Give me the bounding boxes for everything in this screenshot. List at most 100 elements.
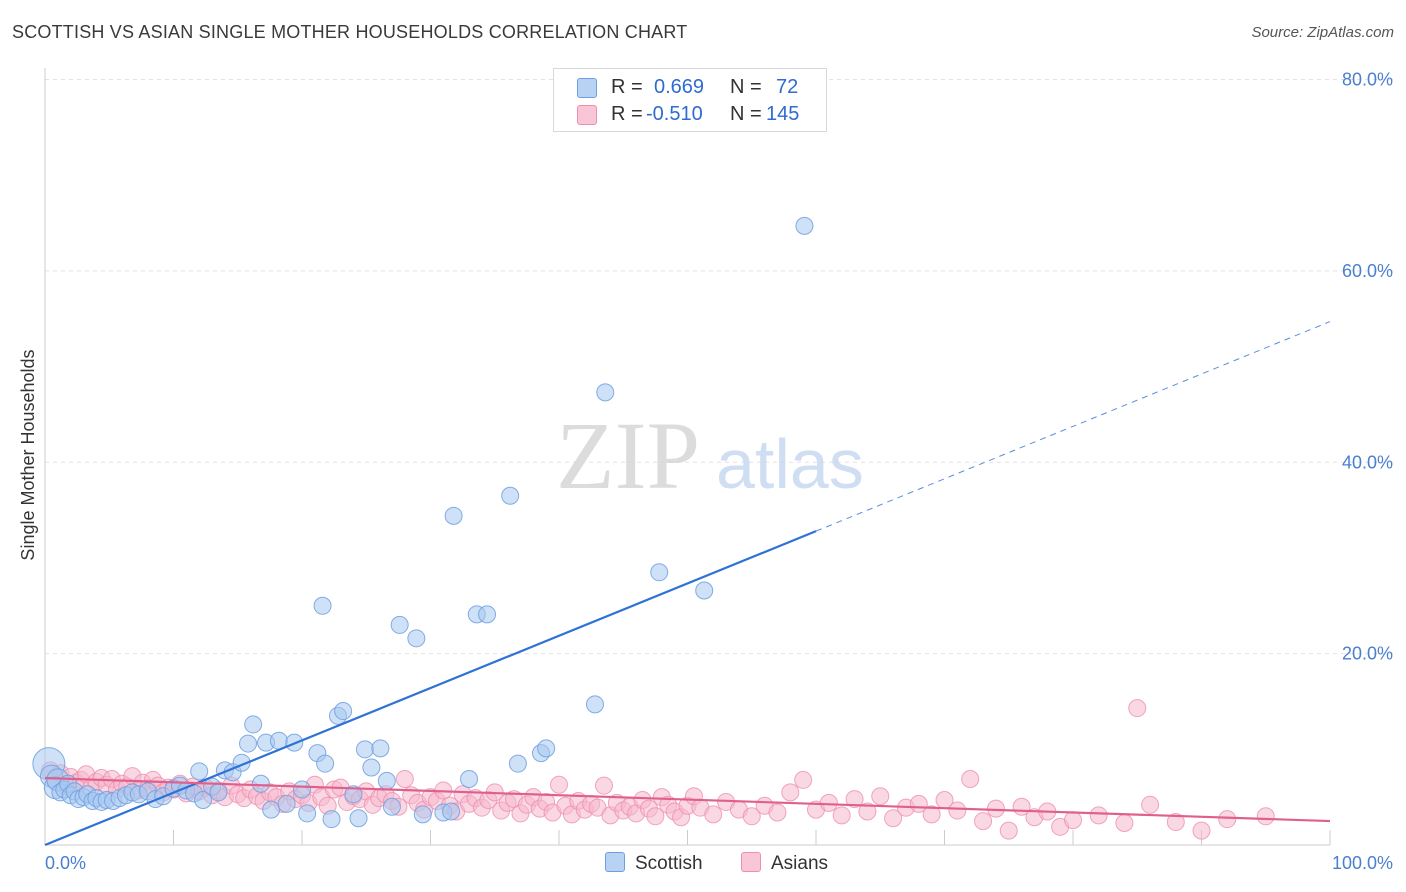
- scottish-point: [537, 739, 556, 758]
- asians-point: [871, 787, 890, 806]
- scottish-point: [371, 739, 390, 758]
- asians-point: [819, 793, 838, 812]
- y-tick-label: 40.0%: [1342, 452, 1393, 472]
- asians-point: [550, 775, 568, 794]
- scottish-point: [322, 810, 341, 829]
- asians-swatch: [741, 852, 761, 872]
- scottish-point: [695, 581, 714, 600]
- scottish-point: [501, 486, 520, 505]
- asians-point: [1064, 811, 1082, 830]
- legend-r-label: R =: [611, 103, 643, 125]
- scottish-point: [239, 734, 258, 753]
- trend-lines: [44, 321, 1331, 847]
- scottish-point: [298, 804, 317, 823]
- scottish-swatch: [605, 852, 625, 872]
- legend-n-value: 145: [766, 103, 800, 125]
- asians-point: [781, 783, 800, 802]
- asians-point: [1089, 806, 1108, 825]
- scottish-point: [795, 216, 814, 235]
- scottish-point: [355, 740, 374, 759]
- scottish-point: [251, 774, 270, 793]
- asians-point: [845, 790, 864, 809]
- legend-item-asians: Asians: [741, 852, 828, 875]
- asians-point: [948, 801, 967, 820]
- scottish-point: [407, 629, 426, 648]
- asians-point: [999, 821, 1018, 840]
- grid-lines: [45, 79, 1393, 655]
- asians-point: [742, 807, 761, 826]
- scottish-point: [460, 769, 479, 788]
- scottish-point: [316, 754, 335, 773]
- scottish-point: [277, 794, 296, 813]
- asians-swatch: [577, 105, 597, 125]
- scottish-point: [293, 780, 311, 799]
- legend-r-value: -0.510: [646, 103, 703, 125]
- asians-point: [832, 806, 851, 825]
- asians-point: [858, 802, 877, 821]
- asians-point: [1128, 699, 1147, 718]
- y-tick-label: 20.0%: [1342, 644, 1393, 664]
- chart-title: SCOTTISH VS ASIAN SINGLE MOTHER HOUSEHOL…: [12, 22, 688, 42]
- asians-point: [1256, 807, 1275, 826]
- scottish-point: [262, 800, 281, 819]
- asians-point: [974, 812, 993, 831]
- asians-point: [1115, 813, 1134, 832]
- asians-trend-line: [44, 776, 1331, 823]
- legend-item-scottish: Scottish: [605, 852, 703, 875]
- scottish-point: [382, 797, 401, 816]
- scottish-trend-line: [44, 530, 817, 847]
- y-tick-label: 60.0%: [1342, 261, 1393, 281]
- scottish-swatch: [577, 78, 597, 98]
- legend-n-label: N =: [730, 103, 762, 125]
- scottish-point: [190, 762, 209, 781]
- asians-point: [646, 807, 665, 826]
- x-tick-label: 0.0%: [45, 853, 86, 873]
- asians-point: [1218, 810, 1237, 829]
- source-label: Source: ZipAtlas.com: [1251, 24, 1394, 41]
- scottish-point: [209, 783, 228, 802]
- legend-r-value: 0.669: [654, 76, 705, 98]
- asians-point: [395, 769, 414, 788]
- scottish-point: [362, 758, 381, 777]
- asians-point: [704, 805, 723, 824]
- watermark-atlas: atlas: [716, 425, 864, 503]
- x-tick-label: 100.0%: [1332, 853, 1393, 873]
- scottish-point: [377, 771, 396, 790]
- watermark: ZIP atlas: [556, 402, 864, 509]
- legend-label-asians: Asians: [771, 853, 829, 874]
- scottish-point: [444, 506, 463, 525]
- asians-point: [1166, 813, 1185, 832]
- legend-r-label: R =: [611, 76, 643, 98]
- asians-point: [884, 809, 903, 828]
- scottish-point: [349, 809, 368, 828]
- y-tick-label: 80.0%: [1342, 70, 1393, 90]
- asians-point: [594, 776, 613, 795]
- asians-point: [961, 769, 980, 788]
- watermark-zip: ZIP: [556, 402, 700, 509]
- legend-row-asians: R = -0.510 N = 145: [554, 102, 826, 128]
- scottish-series: [32, 216, 814, 829]
- asians-point: [768, 803, 787, 822]
- scottish-trend-extension: [815, 321, 1331, 532]
- scottish-point: [334, 702, 353, 721]
- y-axis-label: Single Mother Households: [18, 349, 38, 560]
- asians-point: [1141, 795, 1160, 814]
- legend-n-label: N =: [730, 76, 762, 98]
- scottish-point: [390, 615, 409, 634]
- asians-point: [922, 805, 941, 824]
- scottish-point: [596, 383, 615, 402]
- asians-point: [1192, 821, 1211, 840]
- legend-n-value: 72: [776, 76, 799, 98]
- scottish-point: [650, 563, 669, 582]
- scottish-point: [194, 791, 213, 810]
- legend-row-scottish: R = 0.669 N = 72: [554, 75, 826, 101]
- legend-label-scottish: Scottish: [635, 853, 703, 874]
- legend: R = 0.669 N = 72 R = -0.510 N = 145: [553, 68, 827, 132]
- scottish-point: [478, 605, 497, 624]
- tick-labels: 20.0% 40.0% 60.0% 80.0% 0.0% 100.0%: [45, 70, 1393, 874]
- scottish-point: [344, 785, 363, 804]
- scottish-point: [413, 805, 432, 824]
- scottish-point: [313, 596, 332, 615]
- axes: [44, 68, 1331, 846]
